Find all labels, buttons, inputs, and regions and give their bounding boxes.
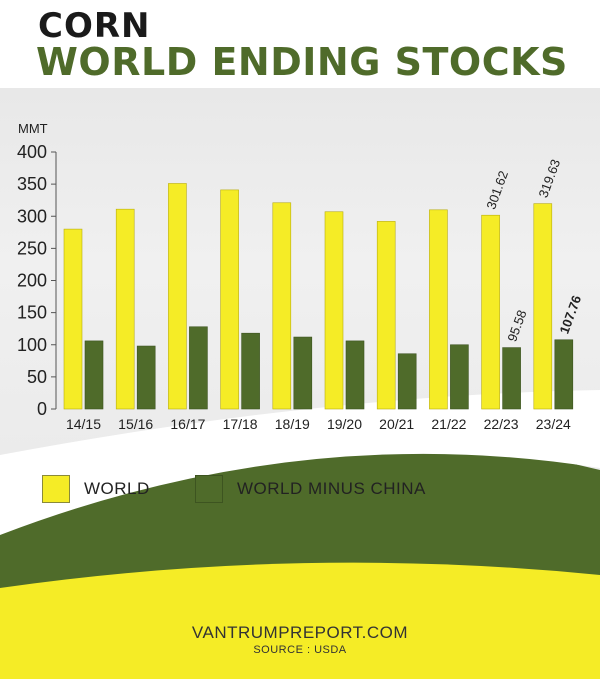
x-axis-ticks: 14/15 15/16 16/17 17/18 18/19 19/20 20/21 21/22… (66, 416, 571, 432)
white-band (0, 390, 600, 535)
bar-world-minus-china-18-19 (293, 336, 313, 410)
data-label-world-minus-china-22-23: 95.58 (504, 308, 529, 344)
bar-world-16-17 (168, 183, 187, 410)
data-label-world-minus-china-23-24: 107.76 (557, 293, 585, 335)
x-tick-label: 20/21 (379, 416, 414, 432)
title-small: CORN (38, 6, 151, 46)
y-tick-label: 100 (17, 335, 47, 355)
legend-item-world-minus-china: WORLD MINUS CHINA (195, 474, 426, 504)
legend-swatch-world (42, 475, 70, 503)
bar-world-22-23 (481, 214, 500, 410)
x-tick-label: 17/18 (223, 416, 258, 432)
data-label-world-23-24: 319.63 (536, 157, 564, 199)
bar-world-21-22 (429, 209, 448, 410)
bar-world-minus-china-15-16 (136, 345, 156, 410)
bar-world-minus-china-23-24 (554, 339, 574, 410)
data-label-world-22-23: 301.62 (483, 169, 511, 211)
bar-world-18-19 (272, 202, 292, 410)
y-tick-label: 50 (27, 367, 47, 387)
header: CORN WORLD ENDING STOCKS (0, 0, 600, 88)
y-tick-label: 200 (17, 271, 47, 291)
yellow-band (0, 562, 600, 679)
bar-world-minus-china-19-20 (345, 340, 365, 410)
bar-world-17-18 (220, 189, 239, 410)
bar-world-20-21 (376, 221, 396, 410)
bars-group (63, 183, 574, 410)
x-tick-label: 22/23 (484, 416, 519, 432)
bar-world-23-24 (533, 203, 553, 410)
x-tick-label: 23/24 (536, 416, 571, 432)
bar-world-minus-china-17-18 (241, 332, 260, 410)
y-tick-label: 400 (17, 142, 47, 162)
footer-website: VANTRUMPREPORT.COM (191, 623, 409, 642)
x-tick-label: 19/20 (327, 416, 362, 432)
bar-world-15-16 (115, 208, 135, 410)
footer-source: SOURCE : USDA (253, 644, 347, 656)
x-tick-label: 16/17 (170, 416, 205, 432)
y-tick-label: 0 (37, 399, 47, 419)
bar-world-minus-china-22-23 (502, 347, 521, 410)
x-tick-label: 21/22 (431, 416, 466, 432)
legend-swatch-world-minus-china (195, 475, 223, 503)
bar-world-14-15 (63, 228, 83, 410)
legend-item-world: WORLD (42, 474, 150, 504)
bar-world-19-20 (324, 211, 344, 410)
x-tick-label: 15/16 (118, 416, 153, 432)
y-axis-ticks: 0 50 100 150 200 250 300 350 400 (17, 142, 56, 419)
bar-world-minus-china-16-17 (189, 326, 208, 410)
y-axis-unit-label: MMT (18, 121, 48, 136)
bar-world-minus-china-20-21 (397, 353, 417, 410)
y-tick-label: 250 (17, 238, 47, 258)
legend-label-world: WORLD (84, 479, 150, 498)
bar-world-minus-china-21-22 (450, 344, 469, 410)
x-tick-label: 18/19 (275, 416, 310, 432)
legend-label-world-minus-china: WORLD MINUS CHINA (237, 479, 426, 498)
bar-world-minus-china-14-15 (84, 340, 104, 410)
y-tick-label: 150 (17, 303, 47, 323)
page-title: WORLD ENDING STOCKS (36, 40, 568, 84)
y-tick-label: 300 (17, 206, 47, 226)
x-tick-label: 14/15 (66, 416, 101, 432)
y-tick-label: 350 (17, 174, 47, 194)
